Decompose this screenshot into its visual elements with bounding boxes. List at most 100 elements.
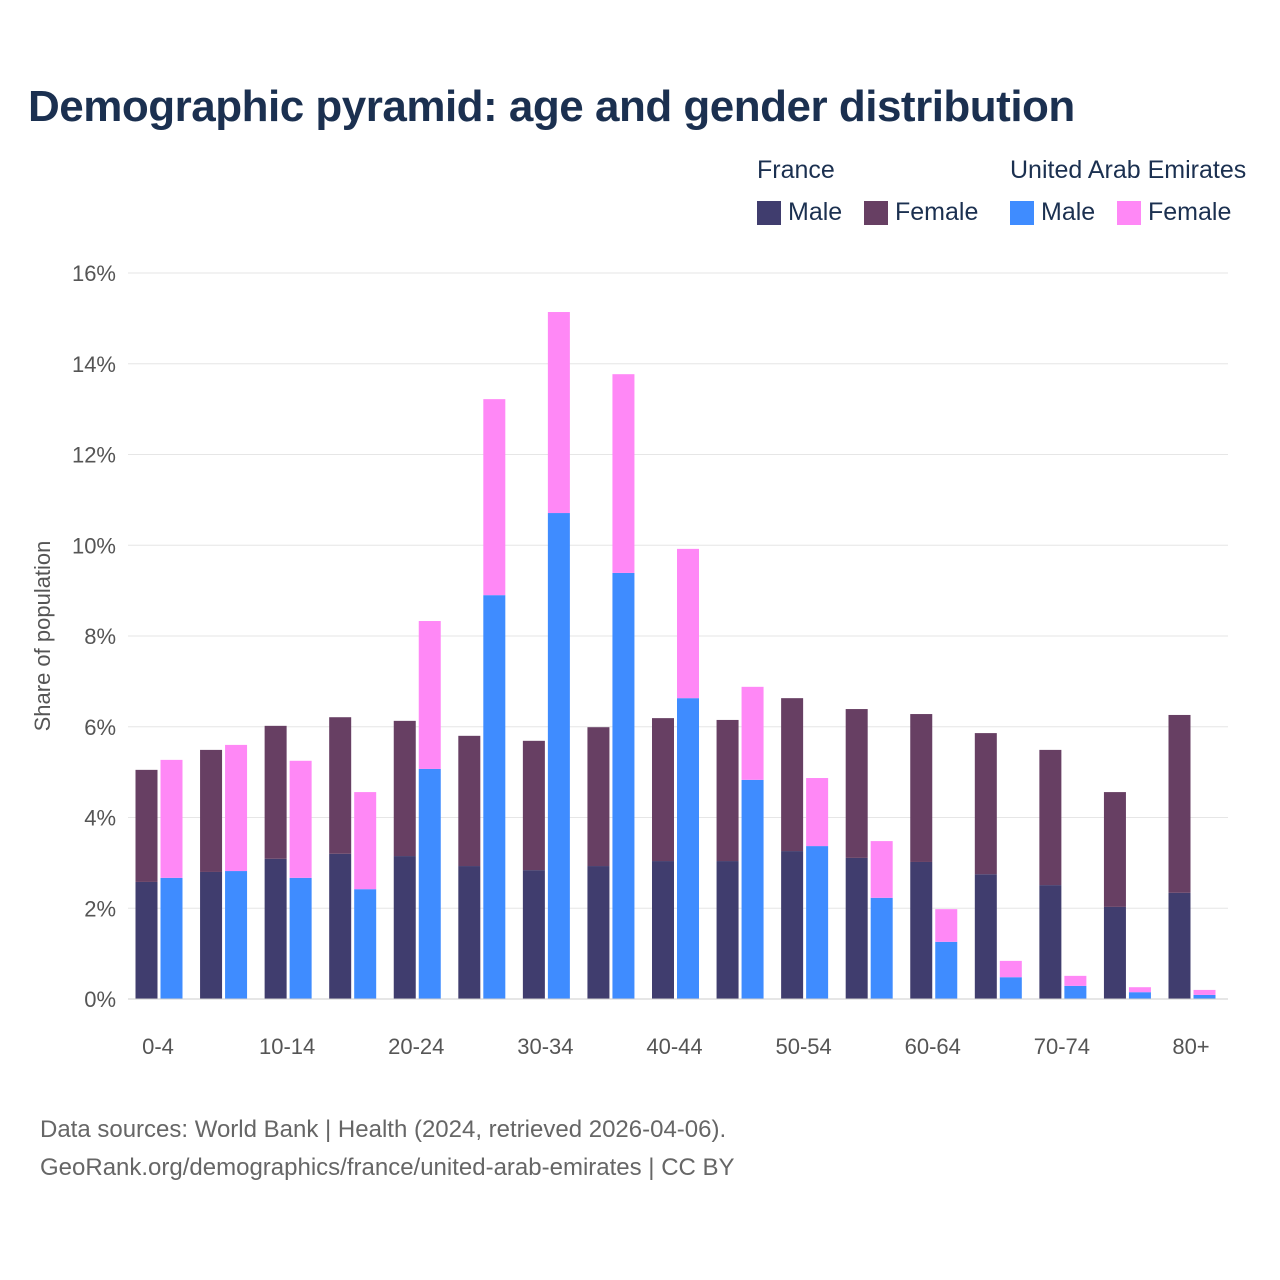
bar-united-arab-emirates-male (741, 779, 764, 999)
y-tick-label: 2% (84, 896, 116, 921)
source-line-2[interactable]: GeoRank.org/demographics/france/united-a… (40, 1154, 735, 1181)
bar-france-female (1039, 749, 1062, 886)
bar-france-female (458, 735, 481, 867)
bar-united-arab-emirates-female (741, 686, 764, 780)
legend-france-male[interactable]: Male (757, 198, 842, 227)
bar-united-arab-emirates-female (612, 374, 635, 573)
bar-france-male (393, 856, 416, 999)
bar-united-arab-emirates-female (935, 909, 958, 942)
bar-france-male (587, 866, 610, 999)
bar-france-male (329, 853, 352, 999)
bar-united-arab-emirates-male (547, 513, 570, 999)
bar-united-arab-emirates-female (160, 759, 183, 878)
legend-group-uae: United Arab Emirates (1010, 156, 1247, 184)
bar-france-male (1168, 892, 1191, 999)
y-tick-label: 8% (84, 624, 116, 649)
legend-france-female[interactable]: Female (864, 198, 978, 227)
bar-united-arab-emirates-male (806, 846, 829, 999)
y-tick-label: 12% (72, 443, 116, 468)
legend-label: Female (895, 198, 979, 226)
y-tick-label: 6% (84, 715, 116, 740)
y-tick-label: 14% (72, 352, 116, 377)
bar-united-arab-emirates-female (1128, 987, 1151, 993)
legend-label: Male (1041, 198, 1096, 226)
x-tick-label: 30-34 (517, 1034, 573, 1059)
bar-france-female (910, 714, 933, 862)
bar-france-male (458, 866, 481, 999)
x-tick-label: 40-44 (646, 1034, 702, 1059)
bar-france-female (264, 725, 287, 859)
bar-france-female (845, 709, 868, 858)
bar-united-arab-emirates-female (289, 760, 312, 878)
y-tick-label: 10% (72, 533, 116, 558)
y-axis-label: Share of population (30, 541, 55, 732)
bar-united-arab-emirates-male (677, 698, 699, 999)
bar-united-arab-emirates-female (354, 792, 377, 890)
bar-france-female (587, 727, 610, 867)
legend-label: Female (1148, 198, 1232, 226)
bar-united-arab-emirates-female (806, 778, 829, 847)
bar-united-arab-emirates-male (935, 941, 958, 999)
bar-france-male (135, 881, 158, 999)
bar-france-female (1168, 714, 1191, 893)
bar-france-male (781, 851, 804, 999)
bar-united-arab-emirates-male (289, 877, 312, 999)
bar-united-arab-emirates-female (483, 399, 506, 596)
x-tick-label: 20-24 (388, 1034, 444, 1059)
bar-united-arab-emirates-female (225, 744, 248, 872)
legend-swatch (864, 200, 888, 225)
legend-swatch (1117, 200, 1141, 225)
x-tick-label: 10-14 (259, 1034, 315, 1059)
legend-group-france: France (757, 156, 835, 184)
bar-united-arab-emirates-male (160, 877, 183, 999)
x-tick-label: 0-4 (142, 1034, 174, 1059)
bar-france-male (652, 861, 674, 999)
bar-france-male (200, 871, 223, 999)
bar-france-male (264, 858, 287, 999)
bar-france-female (716, 719, 739, 862)
legend-label: Male (788, 198, 843, 226)
bar-united-arab-emirates-male (418, 768, 441, 999)
bar-france-female (393, 720, 416, 857)
bar-france-female (522, 740, 545, 871)
bar-france-female (1103, 792, 1126, 907)
legend-uae-male[interactable]: Male (1010, 198, 1095, 227)
bar-united-arab-emirates-male (1193, 994, 1216, 999)
bar-france-female (781, 698, 804, 852)
y-tick-label: 16% (72, 261, 116, 286)
source-line-1: Data sources: World Bank | Health (2024,… (40, 1116, 727, 1143)
y-tick-label: 0% (84, 987, 116, 1012)
bar-france-male (1103, 906, 1126, 999)
y-tick-label: 4% (84, 806, 116, 831)
bar-united-arab-emirates-female (418, 621, 441, 769)
bar-united-arab-emirates-male (1128, 992, 1151, 999)
legend-uae-female[interactable]: Female (1117, 198, 1231, 227)
bar-france-male (522, 870, 545, 999)
bar-united-arab-emirates-male (225, 871, 248, 999)
bar-united-arab-emirates-male (999, 977, 1022, 999)
bar-france-male (1039, 885, 1062, 999)
bar-france-male (910, 861, 933, 999)
bar-france-female (652, 718, 674, 862)
bar-france-female (200, 749, 223, 872)
bar-united-arab-emirates-female (999, 960, 1022, 978)
bar-united-arab-emirates-female (677, 548, 699, 699)
bar-united-arab-emirates-male (483, 595, 506, 999)
bar-united-arab-emirates-female (1193, 989, 1216, 995)
bar-france-female (135, 769, 158, 882)
legend-swatch (757, 200, 781, 225)
x-tick-label: 60-64 (905, 1034, 961, 1059)
x-tick-label: 70-74 (1034, 1034, 1090, 1059)
bar-united-arab-emirates-male (612, 572, 635, 999)
bar-united-arab-emirates-female (547, 312, 570, 514)
bar-united-arab-emirates-male (354, 889, 377, 999)
bar-france-female (974, 733, 997, 875)
x-tick-label: 80+ (1172, 1034, 1209, 1059)
bar-france-male (974, 874, 997, 999)
bar-united-arab-emirates-female (870, 841, 893, 898)
bar-united-arab-emirates-female (1064, 975, 1087, 986)
bar-united-arab-emirates-male (870, 897, 893, 999)
bar-france-male (716, 861, 739, 999)
x-tick-label: 50-54 (775, 1034, 831, 1059)
